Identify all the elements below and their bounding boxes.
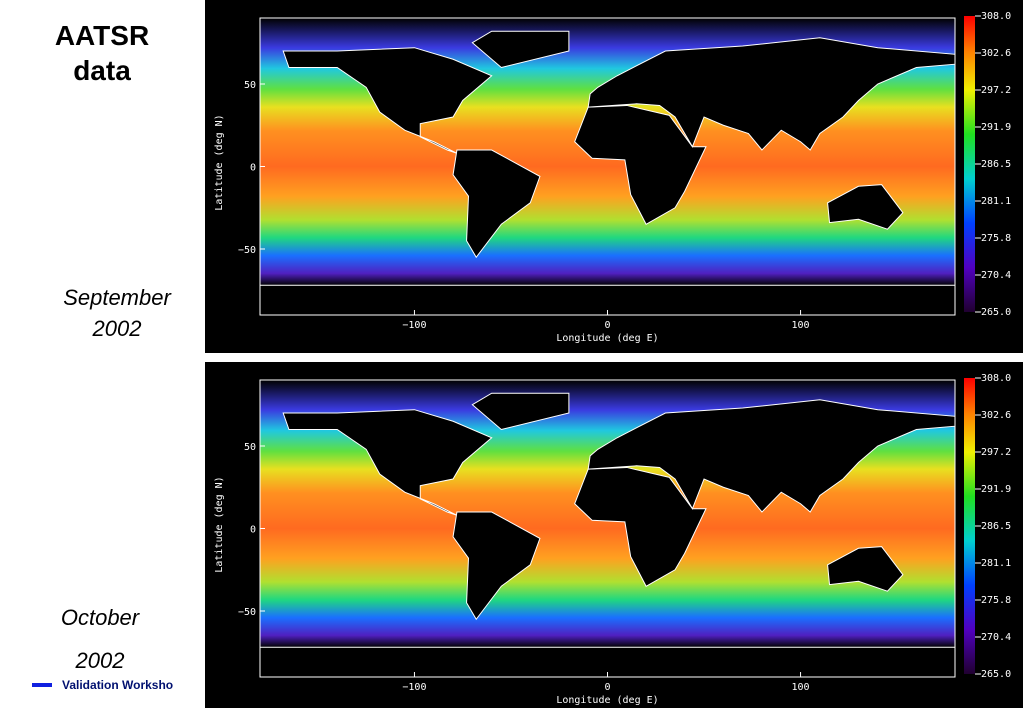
colorbar xyxy=(964,378,975,674)
colorbar-label: 308.0 xyxy=(981,11,1011,22)
y-axis-label: Latitude (deg N) xyxy=(214,476,225,572)
panel-caption: 2002 xyxy=(75,648,125,673)
landmass xyxy=(452,511,541,621)
y-tick-label: −50 xyxy=(238,607,256,618)
landmass xyxy=(574,466,707,587)
colorbar-label: 270.4 xyxy=(981,270,1011,281)
x-tick-label: 100 xyxy=(792,682,810,693)
x-axis-label: Longitude (deg E) xyxy=(556,333,658,344)
colorbar xyxy=(964,16,975,312)
landmass xyxy=(471,392,570,431)
y-tick-label: 0 xyxy=(250,163,256,174)
colorbar-label: 281.1 xyxy=(981,196,1011,207)
colorbar-label: 286.5 xyxy=(981,521,1011,532)
colorbar-label: 297.2 xyxy=(981,447,1011,458)
colorbar-label: 291.9 xyxy=(981,122,1011,133)
colorbar-label: 265.0 xyxy=(981,307,1011,318)
colorbar-label: 275.8 xyxy=(981,595,1011,606)
landmass xyxy=(587,399,956,513)
title-line: AATSR xyxy=(55,20,149,51)
colorbar-label: 291.9 xyxy=(981,484,1011,495)
landmass xyxy=(587,37,956,151)
x-axis-label: Longitude (deg E) xyxy=(556,695,658,706)
colorbar-label: 265.0 xyxy=(981,669,1011,680)
title-line: data xyxy=(73,55,131,86)
panel-caption: October xyxy=(61,605,141,630)
colorbar-label: 308.0 xyxy=(981,373,1011,384)
y-tick-label: 50 xyxy=(244,442,256,453)
landmass xyxy=(827,546,904,592)
colorbar-label: 302.6 xyxy=(981,410,1011,421)
y-tick-label: −50 xyxy=(238,245,256,256)
x-tick-label: −100 xyxy=(402,682,426,693)
landmass xyxy=(471,30,570,69)
panel-caption: 2002 xyxy=(92,316,142,341)
x-tick-label: −100 xyxy=(402,320,426,331)
landmass xyxy=(282,47,493,154)
colorbar-label: 275.8 xyxy=(981,233,1011,244)
footer: Validation Worksho xyxy=(62,678,173,692)
landmass xyxy=(827,184,904,230)
colorbar-label: 286.5 xyxy=(981,159,1011,170)
landmass xyxy=(282,409,493,516)
y-axis-label: Latitude (deg N) xyxy=(214,114,225,210)
colorbar-label: 281.1 xyxy=(981,558,1011,569)
panel-caption: September xyxy=(63,285,172,310)
x-tick-label: 0 xyxy=(604,320,610,331)
colorbar-label: 297.2 xyxy=(981,85,1011,96)
colorbar-label: 302.6 xyxy=(981,48,1011,59)
x-tick-label: 0 xyxy=(604,682,610,693)
x-tick-label: 100 xyxy=(792,320,810,331)
y-tick-label: 50 xyxy=(244,80,256,91)
colorbar-label: 270.4 xyxy=(981,632,1011,643)
landmass xyxy=(574,104,707,225)
y-tick-label: 0 xyxy=(250,525,256,536)
landmass xyxy=(452,149,541,259)
